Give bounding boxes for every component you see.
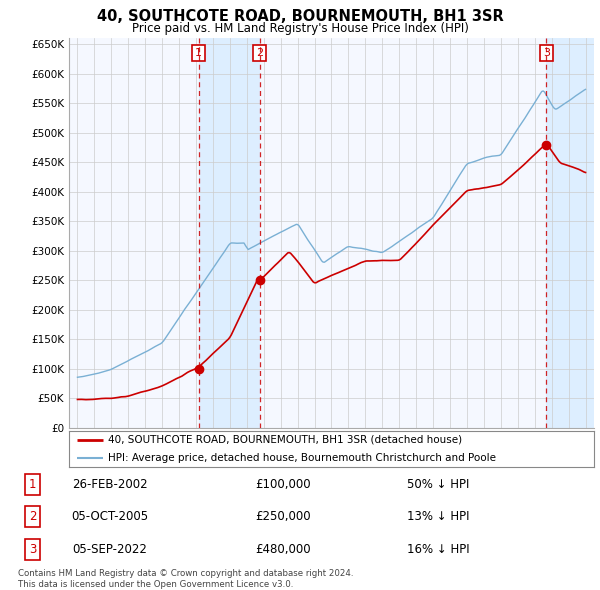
Text: Contains HM Land Registry data © Crown copyright and database right 2024.
This d: Contains HM Land Registry data © Crown c… <box>18 569 353 589</box>
Text: 40, SOUTHCOTE ROAD, BOURNEMOUTH, BH1 3SR (detached house): 40, SOUTHCOTE ROAD, BOURNEMOUTH, BH1 3SR… <box>109 435 463 445</box>
Text: 26-FEB-2002: 26-FEB-2002 <box>73 478 148 491</box>
Text: £480,000: £480,000 <box>255 543 311 556</box>
Bar <box>546 38 594 428</box>
Text: 1: 1 <box>29 478 36 491</box>
Text: Price paid vs. HM Land Registry's House Price Index (HPI): Price paid vs. HM Land Registry's House … <box>131 22 469 35</box>
Text: 16% ↓ HPI: 16% ↓ HPI <box>407 543 470 556</box>
Bar <box>199 38 260 428</box>
Text: 3: 3 <box>29 543 36 556</box>
Text: 40, SOUTHCOTE ROAD, BOURNEMOUTH, BH1 3SR: 40, SOUTHCOTE ROAD, BOURNEMOUTH, BH1 3SR <box>97 9 503 24</box>
Text: 05-SEP-2022: 05-SEP-2022 <box>73 543 148 556</box>
Text: 05-OCT-2005: 05-OCT-2005 <box>71 510 149 523</box>
Text: 2: 2 <box>29 510 36 523</box>
Text: 50% ↓ HPI: 50% ↓ HPI <box>407 478 470 491</box>
Text: £100,000: £100,000 <box>255 478 311 491</box>
Text: 13% ↓ HPI: 13% ↓ HPI <box>407 510 470 523</box>
Text: 3: 3 <box>543 48 550 58</box>
Text: 2: 2 <box>256 48 263 58</box>
Text: HPI: Average price, detached house, Bournemouth Christchurch and Poole: HPI: Average price, detached house, Bour… <box>109 453 496 463</box>
Text: 1: 1 <box>195 48 202 58</box>
Text: £250,000: £250,000 <box>255 510 311 523</box>
